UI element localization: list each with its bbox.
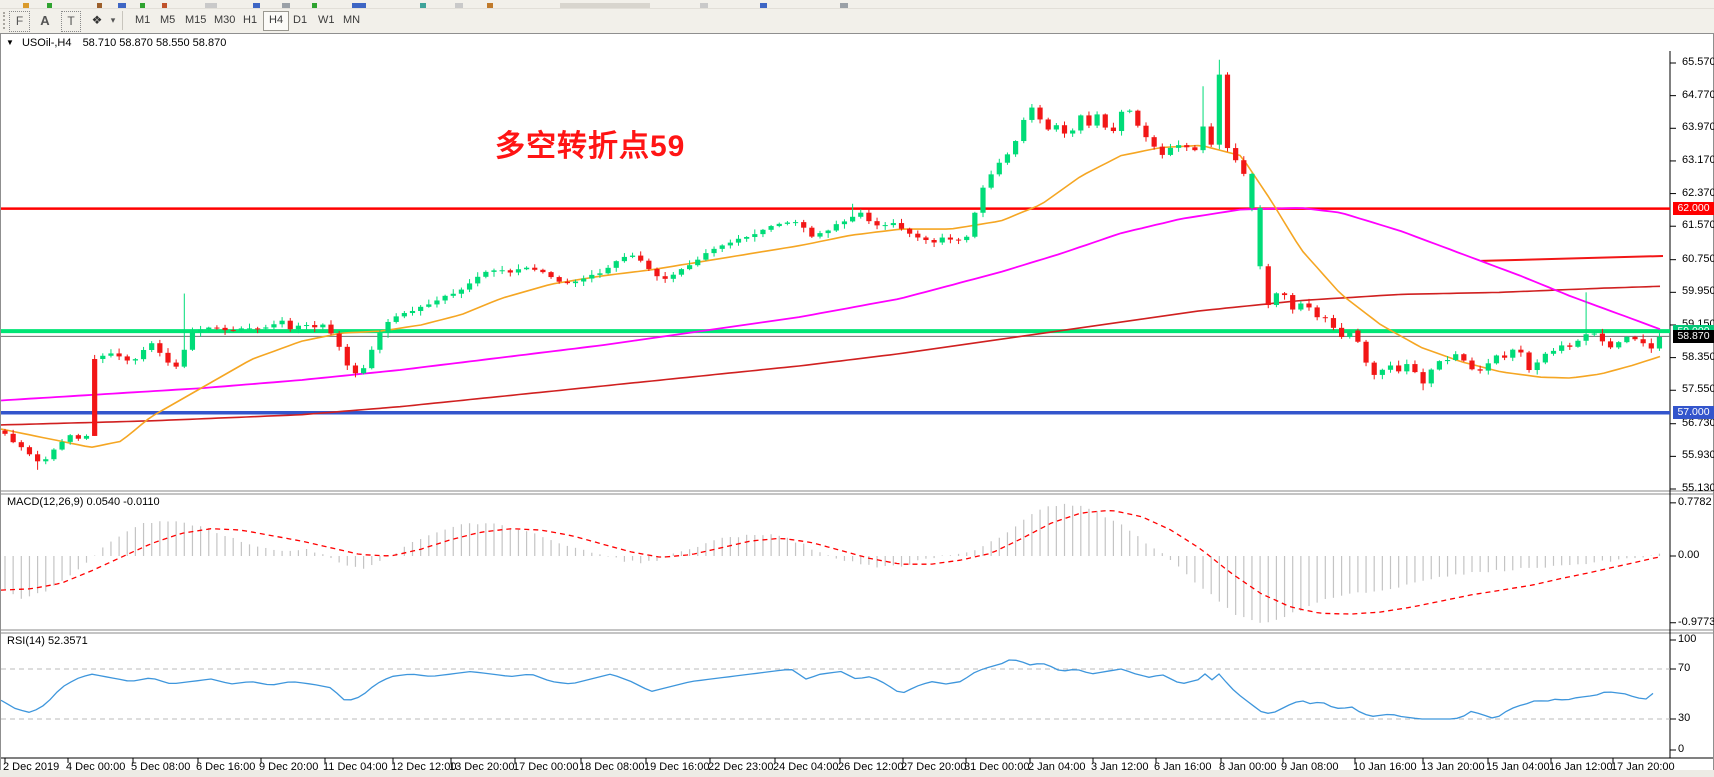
price-scale-tick: 63.970 (1682, 121, 1714, 134)
timeframe-button-m5[interactable]: M5 (160, 14, 176, 26)
macd-scale-tick: 0.7782 (1678, 495, 1712, 508)
price-scale-tick: 58.350 (1682, 350, 1714, 363)
ohlc-quotes: 58.710 58.870 58.550 58.870 (82, 37, 227, 49)
toolbar-icon-sliver (47, 3, 52, 8)
price-scale-tick: 63.170 (1682, 153, 1714, 166)
toolbar-icon-sliver (840, 3, 848, 8)
timeframe-button-mn[interactable]: MN (343, 14, 361, 26)
price-scale-tick: 55.130 (1682, 482, 1714, 494)
font-icon[interactable]: A (40, 13, 50, 28)
toolbar-icon-sliver (97, 3, 102, 8)
price-scale-tick: 64.770 (1682, 88, 1714, 101)
bottom-strip (0, 770, 1714, 777)
price-level-badge-62.000: 62.000 (1673, 202, 1714, 216)
price-scale-tick: 62.370 (1682, 186, 1714, 199)
toolbar-icon-sliver (140, 3, 145, 8)
toolbar-icon-sliver (118, 3, 126, 8)
toolbar-grip[interactable] (3, 12, 9, 29)
text-label-icon[interactable]: T (61, 11, 81, 32)
price-scale-tick: 57.550 (1682, 383, 1714, 396)
chart-title: ▼ USOil-,H4 58.710 58.870 58.550 58.870 (6, 37, 226, 49)
chart-canvas[interactable] (1, 34, 1713, 776)
toolbar-separator (122, 11, 123, 30)
rsi-scale-tick: 100 (1678, 633, 1697, 645)
price-level-badge-57.000: 57.000 (1673, 406, 1714, 420)
rsi-indicator-label: RSI(14) 52.3571 (7, 635, 88, 647)
rsi-scale-tick: 30 (1678, 712, 1691, 724)
toolbar-icon-sliver (560, 3, 650, 8)
toolbar-icon-sliver (23, 3, 29, 8)
rsi-scale-tick: 0 (1678, 743, 1685, 755)
price-scale-tick: 59.950 (1682, 285, 1714, 298)
price-scale-tick: 56.730 (1682, 416, 1714, 429)
timeframe-button-m1[interactable]: M1 (135, 14, 151, 26)
timeframe-button-d1[interactable]: D1 (293, 14, 308, 26)
dropdown-arrow-icon[interactable]: ▾ (110, 15, 116, 25)
timeframe-button-h1[interactable]: H1 (243, 14, 258, 26)
price-scale-tick: 60.750 (1682, 252, 1714, 265)
chart-panel[interactable]: ▼ USOil-,H4 58.710 58.870 58.550 58.870 … (0, 33, 1714, 777)
price-scale-tick: 55.930 (1682, 449, 1714, 462)
toolbar-icon-sliver (420, 3, 426, 8)
price-scale-tick: 61.570 (1682, 219, 1714, 232)
toolbar-top-row (0, 0, 1714, 9)
price-level-badge-58.870: 58.870 (1673, 329, 1714, 343)
collapse-triangle-icon[interactable]: ▼ (6, 38, 14, 47)
rsi-scale-tick: 70 (1678, 662, 1691, 674)
toolbar-icon-sliver (455, 3, 463, 8)
toolbar-icon-sliver (253, 3, 260, 8)
toolbar-icon-sliver (760, 3, 767, 8)
symbol-title: USOil-,H4 (21, 37, 72, 49)
toolbar-icon-sliver (352, 3, 366, 8)
timeframe-button-w1[interactable]: W1 (318, 14, 335, 26)
price-scale-tick: 65.570 (1682, 56, 1714, 68)
timeframe-button-m30[interactable]: M30 (214, 14, 236, 26)
arrange-arrows-icon[interactable]: ❖ (91, 13, 103, 27)
macd-scale-tick: 0.00 (1678, 549, 1700, 561)
toolbar-icon-sliver (700, 3, 708, 8)
toolbar: F A T ❖ ▾ M1 M5 M15 M30 H1 H4 D1 W1 MN (0, 9, 1714, 34)
chart-annotation-text: 多空转折点59 (495, 130, 686, 163)
timeframe-button-h4[interactable]: H4 (263, 11, 290, 31)
timeframe-button-m15[interactable]: M15 (185, 14, 207, 26)
toolbar-icon-sliver (282, 3, 290, 8)
macd-indicator-label: MACD(12,26,9) 0.0540 -0.0110 (7, 496, 160, 508)
pattern-icon[interactable]: F (9, 11, 30, 32)
toolbar-icon-sliver (162, 3, 167, 8)
toolbar-icon-sliver (205, 3, 217, 8)
toolbar-icon-sliver (312, 3, 317, 8)
toolbar-icon-sliver (487, 3, 493, 8)
macd-scale-tick: -0.9773 (1678, 615, 1714, 628)
